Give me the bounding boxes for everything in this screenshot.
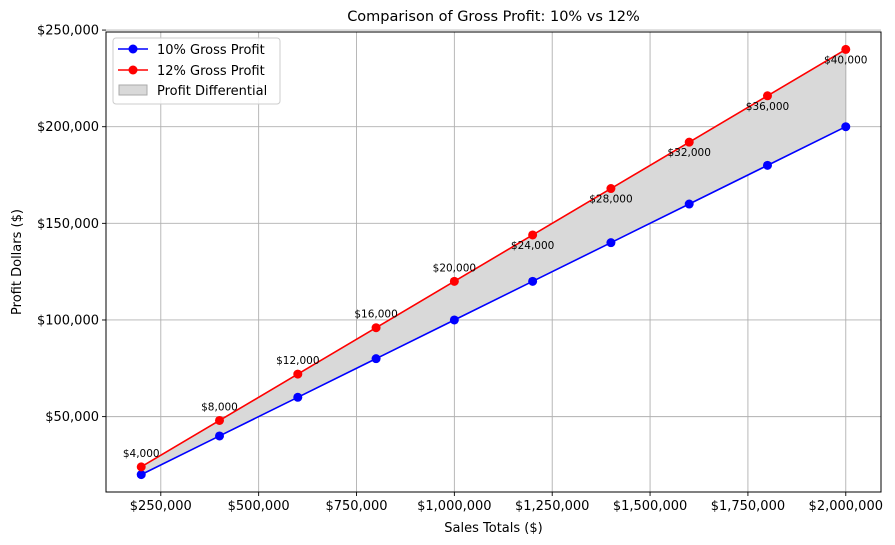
data-point-12pct: [606, 184, 616, 194]
differential-label: $24,000: [511, 240, 554, 252]
differential-label: $20,000: [433, 262, 476, 274]
data-point-10pct: [136, 470, 146, 480]
data-point-12pct: [136, 462, 146, 472]
legend-patch-differential: [118, 84, 148, 96]
legend-label-differential: Profit Differential: [157, 84, 267, 99]
y-tick-label: $150,000: [37, 217, 99, 232]
data-point-12pct: [762, 91, 772, 101]
series-line-12pct: [140, 48, 847, 468]
data-point-12pct: [371, 323, 381, 333]
x-tick-label: $1,250,000: [515, 499, 589, 514]
data-point-10pct: [528, 276, 538, 286]
data-point-12pct: [841, 44, 851, 54]
differential-label: $32,000: [667, 147, 710, 159]
data-point-12pct: [684, 137, 694, 147]
data-point-10pct: [762, 160, 772, 170]
data-point-12pct: [528, 230, 538, 240]
differential-label: $40,000: [824, 54, 867, 66]
differential-label: $16,000: [354, 309, 397, 321]
x-tick-label: $250,000: [130, 499, 192, 514]
x-axis-title: Sales Totals ($): [444, 521, 542, 536]
chart-title: Comparison of Gross Profit: 10% vs 12%: [347, 9, 640, 25]
legend-label-10pct: 10% Gross Profit: [157, 43, 265, 58]
annotation-layer: $4,000 $8,000 $12,000 $16,000 $20,000 $24,000…: [123, 54, 868, 459]
x-tick-label: $1,500,000: [613, 499, 687, 514]
series-layer: [136, 44, 851, 480]
x-tick-label: $750,000: [325, 499, 387, 514]
differential-label: $4,000: [123, 448, 160, 460]
legend-marker-12pct: [128, 65, 138, 75]
x-tick-label: $2,000,000: [809, 499, 883, 514]
y-tick-label: $250,000: [37, 24, 99, 39]
plot-frame: [105, 31, 882, 493]
y-axis-title: Profit Dollars ($): [10, 209, 25, 315]
y-tick-label: $200,000: [37, 120, 99, 135]
data-point-10pct: [371, 354, 381, 364]
legend: 10% Gross Profit 12% Gross Profit Profit…: [112, 37, 281, 105]
data-point-12pct: [449, 276, 459, 286]
x-axis: $250,000 $500,000 $750,000 $1,000,000 $1,250…: [130, 492, 883, 514]
x-tick-label: $1,000,000: [417, 499, 491, 514]
data-point-12pct: [293, 369, 303, 379]
x-tick-label: $1,750,000: [711, 499, 785, 514]
differential-label: $12,000: [276, 355, 319, 367]
data-point-10pct: [449, 315, 459, 325]
differential-label: $28,000: [589, 194, 632, 206]
y-axis: $50,000 $100,000 $150,000 $200,000 $250,000: [37, 24, 106, 425]
profit-differential-area: [140, 48, 847, 476]
fill-layer: [140, 48, 847, 476]
data-point-10pct: [215, 431, 225, 441]
y-tick-label: $50,000: [45, 410, 99, 425]
x-tick-label: $500,000: [228, 499, 290, 514]
data-point-12pct: [215, 415, 225, 425]
differential-label: $8,000: [201, 401, 238, 413]
data-point-10pct: [841, 122, 851, 132]
data-point-10pct: [606, 238, 616, 248]
y-tick-label: $100,000: [37, 313, 99, 328]
legend-marker-10pct: [128, 44, 138, 54]
legend-label-12pct: 12% Gross Profit: [157, 64, 265, 79]
series-line-10pct: [140, 125, 847, 476]
data-point-10pct: [684, 199, 694, 209]
data-point-10pct: [293, 392, 303, 402]
differential-label: $36,000: [746, 101, 789, 113]
legend-box: [112, 37, 281, 105]
